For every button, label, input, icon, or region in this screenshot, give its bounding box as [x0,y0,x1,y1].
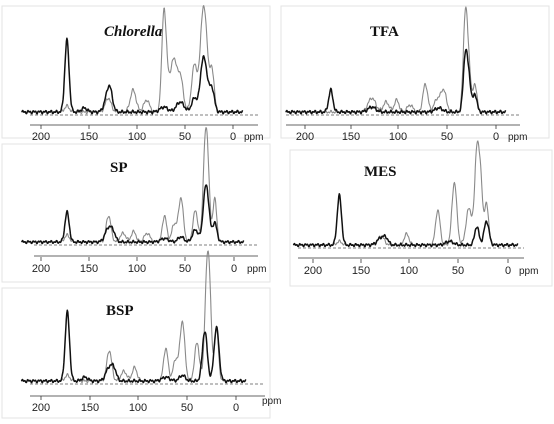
panel-title: BSP [106,303,134,319]
x-tick-label: 100 [128,131,146,143]
panel-title: Chlorella [104,24,163,40]
x-tick-label: 0 [230,131,236,143]
x-tick-label: 50 [181,402,193,414]
spectrum-black [285,48,507,115]
x-tick-label: 100 [129,402,147,414]
spectrum-gray [21,5,244,115]
x-tick-label: 200 [296,131,314,143]
x-tick-label: 150 [80,263,98,275]
x-tick-label: 200 [32,263,50,275]
panel-bsp: BSP 200 150 100 50 0 ppm [1,250,281,419]
x-tick-label: 150 [342,131,360,143]
x-tick-label: 200 [304,265,322,277]
x-tick-label: 0 [233,402,239,414]
panel-frame [280,5,550,139]
x-axis-unit: ppm [247,264,266,275]
x-tick-label: 0 [493,131,499,143]
x-tick-label: 200 [32,402,50,414]
x-tick-label: 50 [441,131,453,143]
panel-frame [1,5,271,139]
x-tick-label: 100 [400,265,418,277]
x-tick-label: 150 [80,131,98,143]
panel-chlorella: Chlorella 200 150 100 50 0 ppm [1,5,271,143]
x-tick-label: 0 [231,263,237,275]
x-tick-label: 200 [32,131,50,143]
x-tick-label: 100 [128,263,146,275]
x-axis-unit: ppm [244,132,263,143]
spectrum-black [292,193,519,248]
x-axis-unit: ppm [508,132,527,143]
spectrum-gray [21,127,245,245]
x-tick-label: 100 [389,131,407,143]
panel-mes: MES 200 150 100 50 0 ppm [289,140,553,287]
x-axis-unit: ppm [262,396,281,407]
x-tick-label: 150 [352,265,370,277]
panel-frame [1,143,271,283]
panel-title: SP [110,160,128,176]
panel-title: MES [364,164,397,180]
panel-frame [289,149,553,287]
x-tick-label: 50 [452,265,464,277]
panel-sp: SP 200 150 100 50 0 ppm [1,127,271,283]
x-tick-label: 50 [179,131,191,143]
x-tick-label: 0 [505,265,511,277]
x-tick-label: 50 [179,263,191,275]
x-axis-unit: ppm [519,266,538,277]
panel-tfa: TFA 200 150 100 50 0 ppm [280,5,550,143]
spectrum-black [21,184,245,245]
spectrum-black [21,37,244,115]
x-tick-label: 150 [81,402,99,414]
spectrum-black [20,309,247,384]
panel-frame [1,287,271,419]
panel-title: TFA [370,24,399,40]
